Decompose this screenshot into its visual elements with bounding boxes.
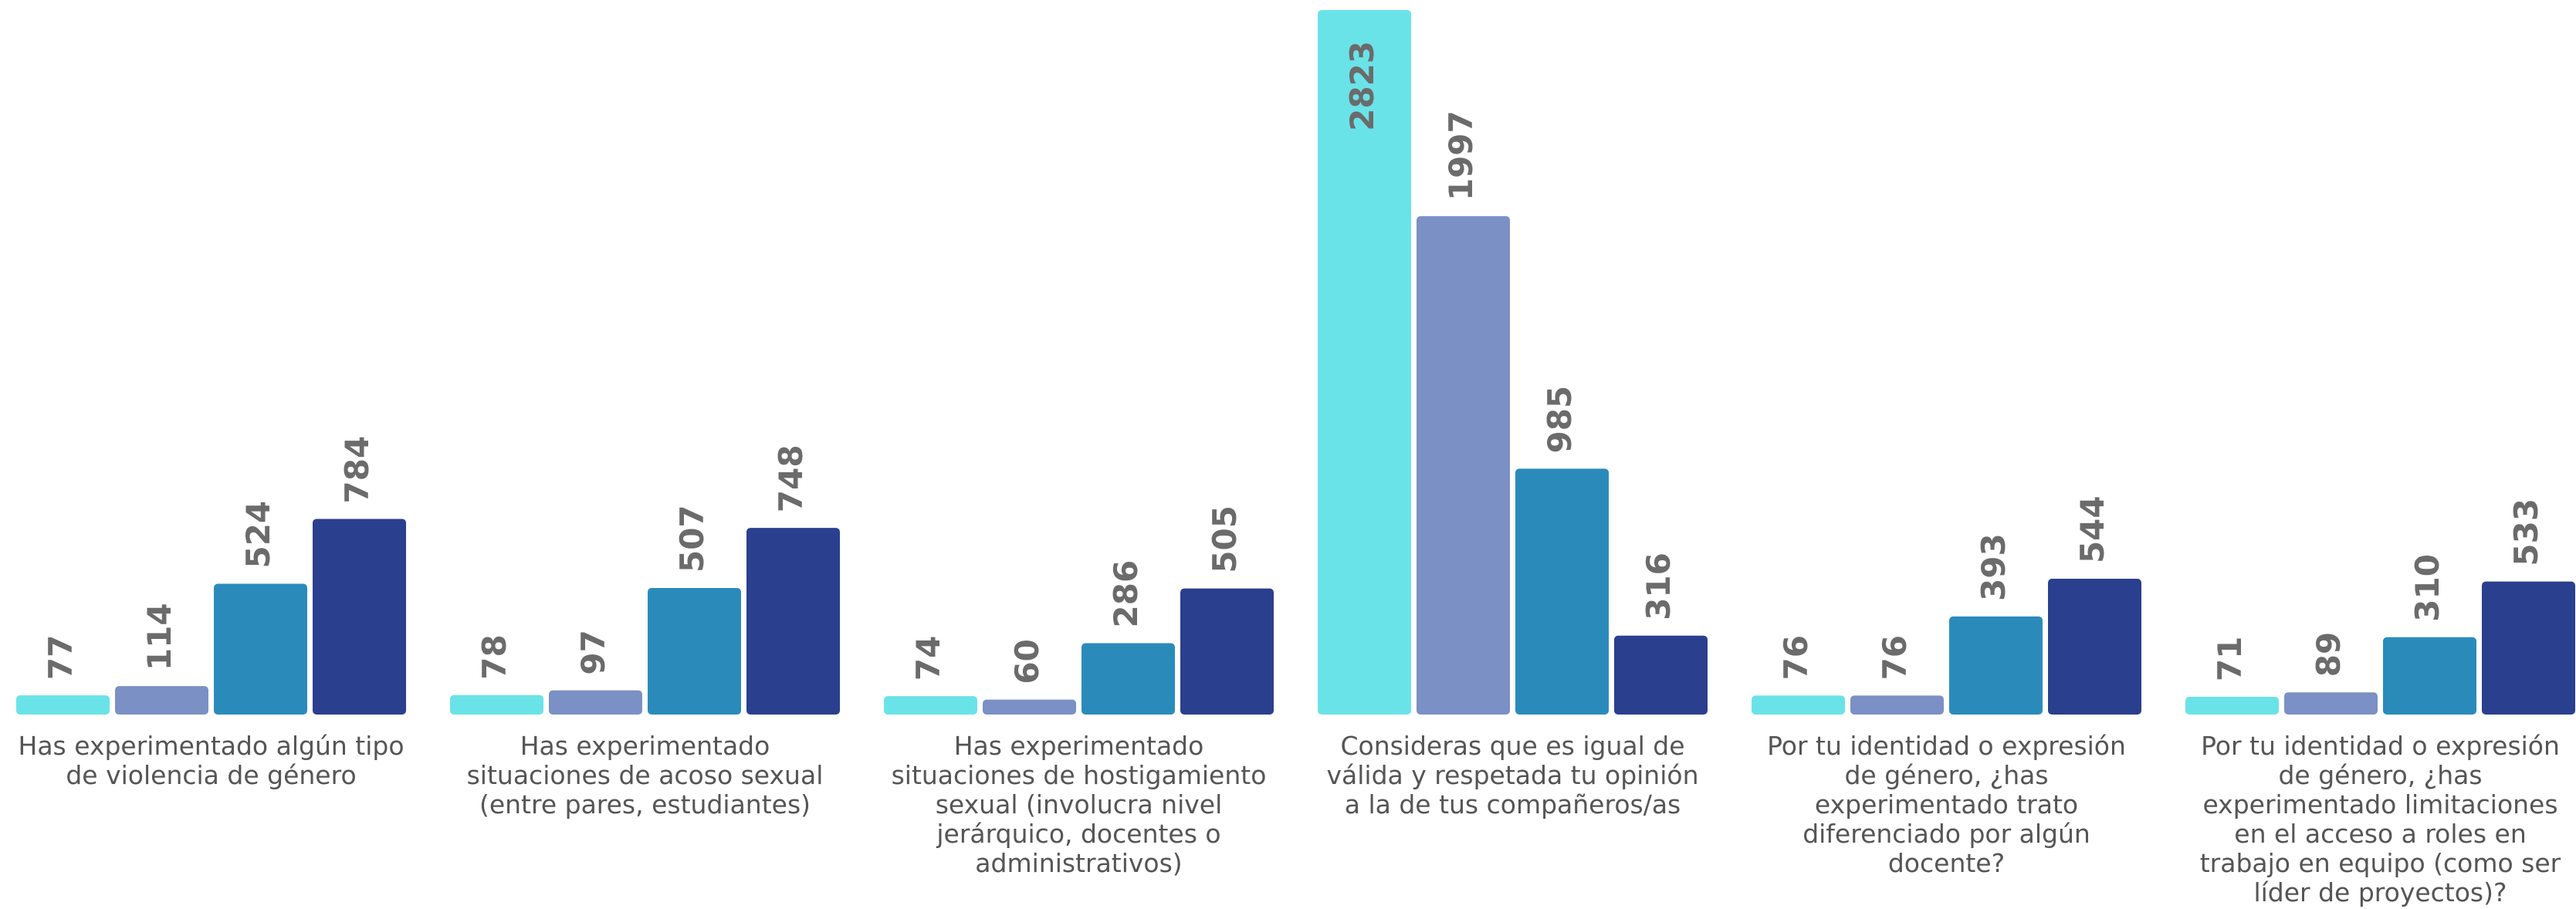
bar	[16, 695, 110, 715]
bar	[2482, 581, 2575, 715]
category-label: Has experimentado situaciones de hostiga…	[891, 731, 1267, 878]
bar	[1180, 588, 1274, 715]
bar	[2284, 692, 2378, 715]
bar	[115, 686, 208, 715]
value-label: 784	[338, 436, 376, 504]
value-label: 507	[673, 505, 711, 573]
value-label: 114	[140, 603, 178, 671]
bar	[313, 519, 406, 715]
category-label: Consideras que es igual de válida y resp…	[1326, 731, 1699, 819]
bar	[450, 694, 543, 715]
bar	[648, 588, 741, 715]
value-label: 533	[2507, 498, 2545, 566]
value-label: 286	[1107, 560, 1145, 628]
value-label: 310	[2408, 554, 2446, 622]
bar	[2048, 579, 2141, 715]
value-label: 78	[476, 634, 513, 679]
value-label: 89	[2310, 632, 2348, 677]
value-label: 2823	[1343, 41, 1381, 131]
value-label: 76	[1777, 635, 1815, 680]
bar	[1614, 635, 1708, 715]
bar	[1850, 695, 1944, 715]
value-label: 71	[2211, 637, 2249, 681]
value-label: 985	[1541, 386, 1579, 454]
bar	[1752, 695, 1845, 715]
bar	[884, 696, 977, 715]
value-label: 748	[772, 444, 810, 512]
bar	[1515, 468, 1609, 715]
value-label: 74	[909, 636, 947, 681]
bar	[549, 690, 642, 715]
value-label: 544	[2073, 495, 2111, 563]
bar	[746, 528, 840, 715]
value-label: 97	[574, 630, 612, 674]
value-label: 60	[1008, 639, 1046, 684]
value-label: 76	[1876, 635, 1914, 680]
value-label: 77	[42, 635, 80, 680]
bar	[1318, 10, 1411, 715]
value-label: 524	[239, 501, 277, 569]
bar	[2185, 697, 2279, 715]
bar	[214, 583, 307, 715]
bar	[2383, 637, 2476, 715]
category-label: Por tu identidad o expresión de género, …	[2199, 731, 2561, 907]
bar	[1082, 643, 1175, 715]
bar	[1949, 616, 2043, 715]
category-label: Por tu identidad o expresión de género, …	[1767, 731, 2126, 878]
category-label: Has experimentado algún tipo de violenci…	[18, 731, 405, 790]
value-label: 1997	[1442, 110, 1480, 201]
value-label: 505	[1206, 505, 1244, 573]
bar	[1417, 216, 1510, 715]
bar	[983, 699, 1076, 715]
value-label: 316	[1640, 552, 1677, 620]
category-label: Has experimentado situaciones de acoso s…	[466, 731, 824, 819]
value-label: 393	[1975, 533, 2012, 601]
